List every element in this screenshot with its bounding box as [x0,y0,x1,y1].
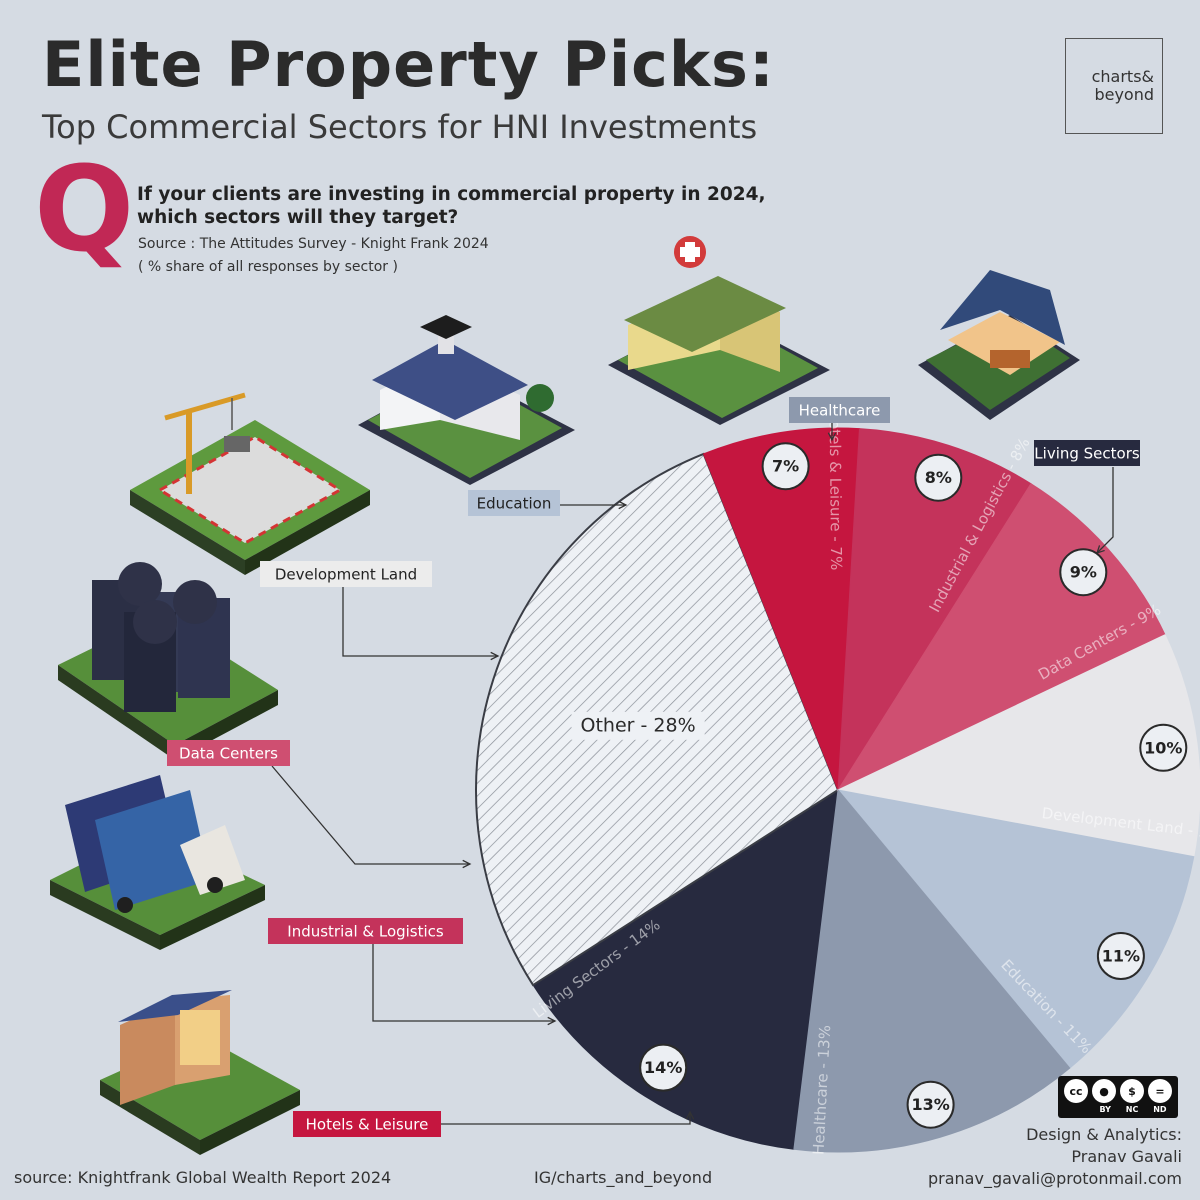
callout-arrow-hotels-leisure [441,1112,690,1125]
brand-logo: charts& beyond [1065,38,1163,134]
callout-box-development-land [260,561,432,587]
pie-slice-education [836,789,1195,1069]
credits-author: Pranav Gavali [1071,1147,1182,1166]
construction-crane-icon [130,392,370,575]
callout-labels: Living Sectors Hotels & Leisure Industrial… [167,397,1140,1137]
server-rack-icon [58,562,278,760]
callout-arrow-development-land [342,587,498,656]
house-icon [918,270,1080,420]
badge-industrial-logistics: 8% [925,468,952,487]
hospital-building-icon [608,236,830,425]
badge-education: 11% [1102,947,1140,966]
callout-data-centers: Data Centers [179,745,278,763]
callout-living-sectors: Living Sectors [1034,445,1140,463]
badge-circle-hotels-leisure [761,442,810,491]
footer-source: source: Knightfrank Global Wealth Report… [14,1168,392,1187]
pie-slice-healthcare [793,788,1071,1153]
badge-circle-healthcare [906,1080,955,1129]
callout-education: Education [477,495,552,513]
license-by: BY [1099,1105,1111,1114]
callout-healthcare: Healthcare [799,402,881,420]
cc-icon: cc [1064,1079,1088,1103]
badge-living-sectors: 14% [644,1058,682,1077]
page-subtitle: Top Commercial Sectors for HNI Investmen… [42,108,758,146]
percentage-badges: 14% 7% 8% 9% 10% 11% 13% [639,442,1188,1129]
callout-box-hotels-leisure [293,1111,441,1137]
slice-label-hotels-leisure: Hotels & Leisure - 7% [826,409,846,571]
badge-data-centers: 9% [1070,563,1097,582]
badge-healthcare: 13% [911,1095,949,1114]
credits: Design & Analytics: Pranav Gavali pranav… [928,1124,1182,1190]
noncommercial-icon: $ [1120,1079,1144,1103]
credits-heading: Design & Analytics: [1026,1125,1182,1144]
license-nc: NC [1125,1105,1139,1114]
question-mark-letter: Q [34,140,135,278]
callout-box-living-sectors [1034,440,1140,466]
pie-slice-industrial-logistics [837,428,1032,791]
license-nd: ND [1153,1105,1167,1114]
badge-circle-data-centers [1059,548,1108,597]
badge-circle-development-land [1139,723,1188,772]
callout-box-education [468,490,560,516]
noderivatives-icon: = [1148,1079,1172,1103]
badge-hotels-leisure: 7% [772,457,799,476]
credits-email[interactable]: pranav_gavali@protonmail.com [928,1169,1182,1188]
callout-development-land: Development Land [275,566,417,584]
attribution-icon: ● [1092,1079,1116,1103]
badge-circle-education [1096,932,1145,980]
callout-box-data-centers [167,740,290,766]
license-badge: cc ● $ = BY NC ND [1058,1076,1178,1118]
pie-slice-hotels-leisure [702,427,860,791]
survey-question: If your clients are investing in commerc… [137,184,766,229]
school-building-icon [358,315,575,485]
badge-circle-industrial-logistics [914,453,963,502]
survey-note: ( % share of all responses by sector ) [138,259,398,275]
brand-line-1: charts& [1091,67,1154,87]
page-title: Elite Property Picks: [42,28,775,101]
badge-circle-living-sectors [639,1043,688,1092]
brand-line-2: beyond [1094,85,1154,104]
pie-slice-development-land [836,634,1200,858]
survey-source: Source : The Attitudes Survey - Knight F… [138,236,489,252]
callout-box-industrial-logistics [268,918,463,944]
footer-instagram[interactable]: IG/charts_and_beyond [534,1168,713,1187]
pie-slice-living-sectors [532,789,839,1150]
slice-label-bg-other [571,711,705,740]
callout-box-healthcare [789,397,890,423]
hotel-building-icon [100,990,300,1155]
callout-arrow-living-sectors [1097,467,1114,553]
slice-label-other: Other - 28% [581,714,696,736]
callout-arrow-industrial-logistics [372,944,555,1021]
badge-development-land: 10% [1144,738,1182,757]
callout-arrow-data-centers [271,765,470,864]
truck-container-icon [50,775,265,950]
callout-industrial-logistics: Industrial & Logistics [287,923,444,941]
callout-hotels-leisure: Hotels & Leisure [306,1116,429,1134]
